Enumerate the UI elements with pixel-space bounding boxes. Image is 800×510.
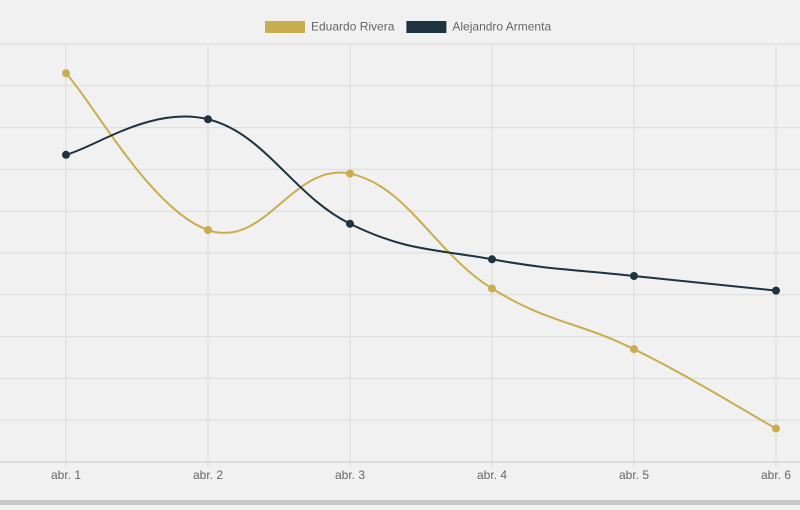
line: [65, 115, 777, 292]
point: [346, 219, 354, 228]
legend-label: Eduardo Rivera: [311, 20, 395, 34]
x-tick-label: abr. 4: [477, 468, 507, 482]
point: [488, 255, 496, 264]
line: [65, 72, 777, 430]
point: [772, 286, 780, 295]
legend-label: Alejandro Armenta: [452, 20, 551, 34]
point: [630, 345, 638, 354]
point: [346, 169, 354, 178]
point: [62, 69, 70, 78]
point: [204, 226, 212, 235]
x-tick-label: abr. 3: [335, 468, 365, 482]
x-tick-label: abr. 6: [761, 468, 791, 482]
legend-swatch: [265, 21, 305, 33]
x-tick-label: abr. 2: [193, 468, 223, 482]
point: [630, 271, 638, 280]
x-tick-label: abr. 5: [619, 468, 649, 482]
point: [772, 424, 780, 433]
point: [62, 150, 70, 159]
point: [488, 284, 496, 293]
point: [204, 115, 212, 124]
legend-swatch: [406, 21, 447, 33]
x-tick-label: abr. 1: [51, 468, 81, 482]
bottom-bar: [0, 500, 800, 505]
